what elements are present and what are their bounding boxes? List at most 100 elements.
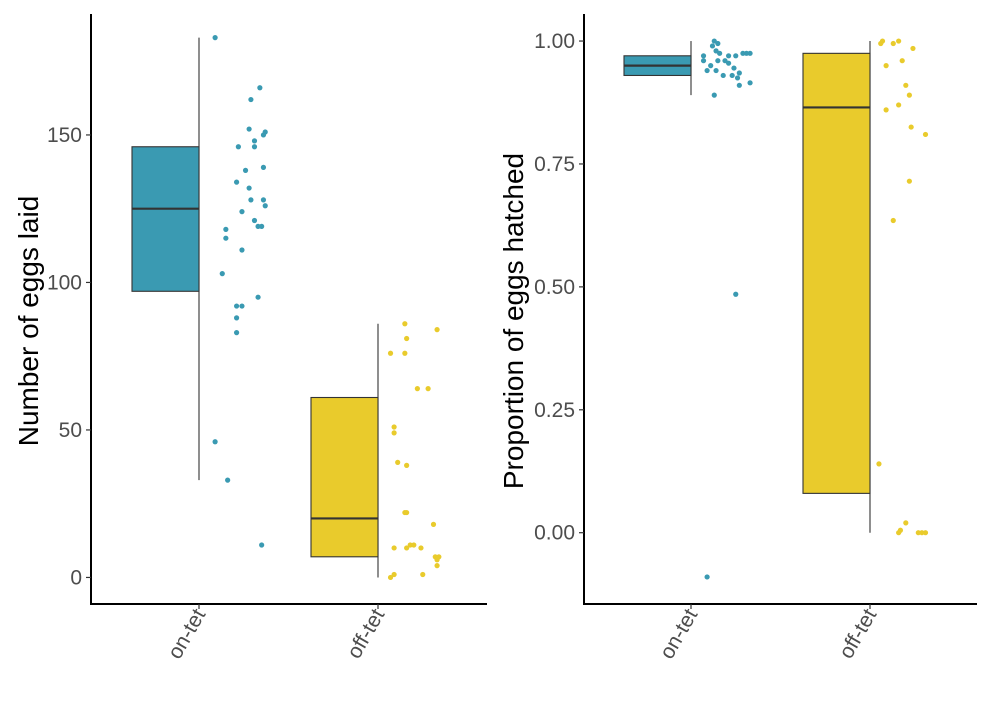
data-point <box>704 67 710 74</box>
data-point <box>235 144 241 150</box>
data-point <box>434 563 440 569</box>
data-point <box>233 330 240 336</box>
data-point <box>395 459 401 465</box>
box-on-tet <box>131 146 200 292</box>
data-point <box>242 167 249 173</box>
data-point <box>890 40 896 47</box>
data-point <box>246 185 252 191</box>
data-point <box>919 530 925 536</box>
data-point <box>251 144 258 150</box>
data-point <box>729 72 735 79</box>
data-point <box>878 40 884 47</box>
data-point <box>736 70 742 76</box>
data-point <box>733 291 739 297</box>
y-tick-label: 150 <box>47 124 82 147</box>
y-tick-label: 50 <box>59 419 82 442</box>
data-point <box>404 509 410 516</box>
data-point <box>414 386 420 392</box>
data-point <box>896 102 902 108</box>
data-point <box>251 138 258 144</box>
data-point <box>387 350 394 356</box>
data-point <box>708 63 714 69</box>
data-point <box>260 164 267 170</box>
data-point <box>733 53 739 59</box>
data-point <box>260 197 267 203</box>
data-point <box>418 545 424 551</box>
data-point <box>248 197 254 203</box>
x-tick-label: off-tet <box>835 605 882 663</box>
data-point <box>255 223 261 229</box>
x-tick-label: on-tet <box>164 605 211 663</box>
data-point <box>700 58 707 64</box>
data-point <box>743 50 750 56</box>
data-point <box>262 129 268 135</box>
data-point <box>425 386 431 392</box>
data-point <box>734 75 741 81</box>
data-point <box>740 50 746 56</box>
data-point <box>233 179 240 185</box>
data-point <box>922 530 929 536</box>
data-point <box>903 82 909 88</box>
data-point <box>411 542 417 548</box>
data-point <box>883 63 889 69</box>
data-point <box>711 92 717 98</box>
data-point <box>407 542 413 548</box>
x-tick-label: on-tet <box>656 605 703 663</box>
y-tick-label: 0.50 <box>534 276 575 299</box>
data-point <box>899 58 905 64</box>
data-point <box>720 72 726 79</box>
data-point <box>391 424 397 430</box>
data-point <box>736 82 742 88</box>
y-tick-label: 0.75 <box>534 153 575 176</box>
y-tick-label: 0.25 <box>534 399 575 422</box>
data-point <box>212 35 218 41</box>
data-point <box>434 327 440 333</box>
data-point <box>404 462 410 468</box>
data-point <box>404 545 410 551</box>
y-axis-title: Proportion of eggs hatched <box>498 153 529 489</box>
data-point <box>223 235 229 241</box>
data-point <box>219 271 225 277</box>
data-point <box>233 315 240 321</box>
data-point <box>897 527 904 533</box>
data-point <box>915 530 921 536</box>
data-point <box>233 303 240 309</box>
x-tick-label: off-tet <box>343 605 390 663</box>
data-point <box>725 60 732 66</box>
panel-1: 0 50 100 150 on-tet off-tet Number of eggs lai… <box>13 14 487 663</box>
data-point <box>391 430 397 436</box>
box-off-tet <box>802 52 871 494</box>
data-point <box>725 53 732 59</box>
data-point <box>402 321 408 327</box>
data-point <box>903 520 909 526</box>
data-point <box>404 335 410 342</box>
data-point <box>704 574 710 580</box>
data-point <box>259 542 265 548</box>
data-point <box>259 223 265 229</box>
data-point <box>700 53 707 59</box>
data-point <box>402 350 408 356</box>
box-off-tet <box>310 396 379 558</box>
data-point <box>747 50 753 56</box>
data-point <box>908 124 914 130</box>
data-point <box>257 85 263 91</box>
data-point <box>890 217 896 224</box>
data-point <box>747 80 753 86</box>
data-point <box>246 126 252 132</box>
data-point <box>876 461 882 467</box>
y-axis-title: Number of eggs laid <box>13 196 44 447</box>
data-point <box>715 58 721 64</box>
data-point <box>391 571 397 578</box>
panel-2: 0.00 0.25 0.50 0.75 1.00 on-tet off-tet Proport… <box>498 14 977 663</box>
data-point <box>251 217 258 224</box>
data-point <box>922 131 929 138</box>
y-tick-label: 0.00 <box>534 522 575 545</box>
data-point <box>906 92 912 98</box>
y-tick-label: 100 <box>47 271 82 294</box>
y-tick-label: 1.00 <box>534 30 575 53</box>
data-point <box>910 45 916 52</box>
data-point <box>709 43 716 49</box>
y-tick-label: 0 <box>70 566 82 589</box>
data-point <box>239 303 245 309</box>
data-point <box>225 477 231 483</box>
